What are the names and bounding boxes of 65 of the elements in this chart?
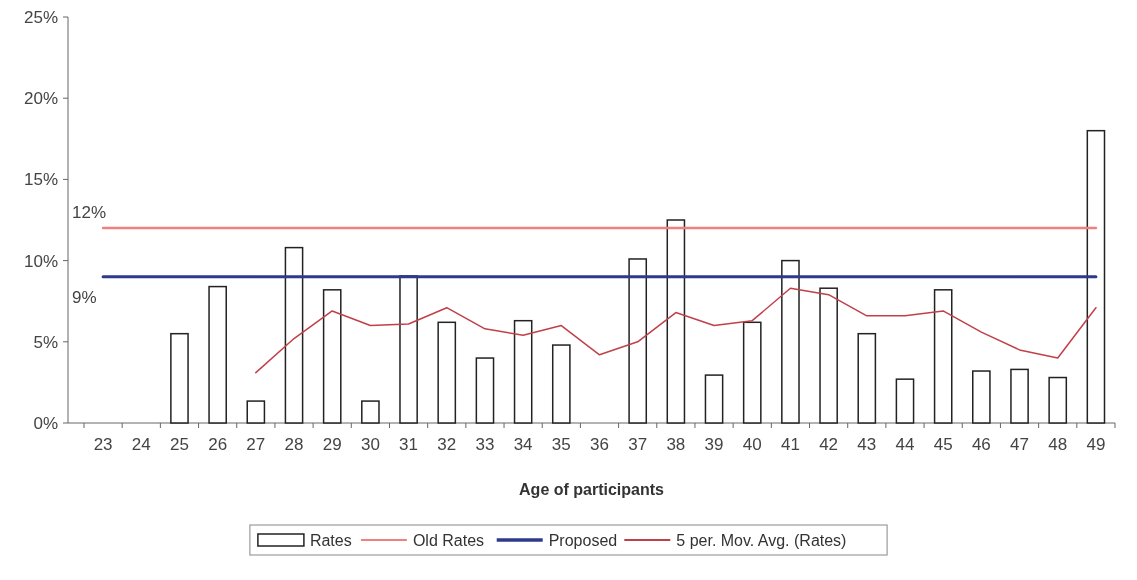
legend-label: Rates xyxy=(309,531,352,549)
bar xyxy=(857,332,877,424)
bar xyxy=(284,246,304,424)
bar xyxy=(399,275,418,424)
bar xyxy=(475,357,495,424)
x-tick-label: 40 xyxy=(742,435,762,454)
x-tick-label: 33 xyxy=(475,435,495,454)
x-tick-label: 26 xyxy=(208,435,228,454)
bar xyxy=(170,332,189,424)
bar xyxy=(781,259,800,424)
bar xyxy=(704,374,724,424)
legend-label: Old Rates xyxy=(412,531,485,549)
bar xyxy=(322,289,342,424)
x-tick-label: 46 xyxy=(971,435,991,454)
bar xyxy=(628,258,648,424)
x-axis-title: Age of participants xyxy=(519,481,665,498)
annotation: 12% xyxy=(72,203,107,223)
bar xyxy=(437,321,457,424)
line-series xyxy=(255,287,1097,374)
x-tick-label: 43 xyxy=(857,435,877,454)
x-tick-label: 29 xyxy=(322,435,342,454)
y-tick-label: 20% xyxy=(23,89,58,109)
x-tick-label: 31 xyxy=(399,435,419,454)
bar xyxy=(819,287,838,424)
bar xyxy=(1010,368,1029,424)
x-tick-label: 25 xyxy=(170,435,189,454)
bar xyxy=(361,400,380,424)
bar xyxy=(551,344,571,424)
bar xyxy=(933,289,953,424)
legend-label: 5 per. Mov. Avg. (Rates) xyxy=(676,531,847,549)
x-tick-label: 36 xyxy=(590,435,609,454)
x-tick-label: 28 xyxy=(284,435,304,454)
annotation: 9% xyxy=(72,287,97,307)
x-tick-label: 49 xyxy=(1086,435,1106,454)
x-tick-label: 23 xyxy=(93,435,113,454)
x-tick-label: 35 xyxy=(551,435,571,454)
x-tick-label: 30 xyxy=(360,435,380,454)
x-tick-label: 32 xyxy=(437,435,457,454)
bar xyxy=(1086,129,1106,424)
x-tick-label: 37 xyxy=(628,435,648,454)
x-tick-label: 47 xyxy=(1010,435,1029,454)
y-tick-label: 15% xyxy=(23,170,58,190)
x-tick-label: 39 xyxy=(704,435,724,454)
x-tick-label: 38 xyxy=(666,435,686,454)
x-tick-label: 34 xyxy=(513,435,533,454)
bar xyxy=(1048,376,1068,424)
y-tick-label: 0% xyxy=(33,413,58,433)
x-tick-label: 45 xyxy=(933,435,953,454)
x-tick-label: 48 xyxy=(1048,435,1068,454)
x-tick-label: 44 xyxy=(895,435,915,454)
bar xyxy=(208,285,227,424)
bar xyxy=(246,400,266,424)
x-tick-label: 24 xyxy=(131,435,151,454)
x-tick-label: 27 xyxy=(246,435,266,454)
y-tick-label: 25% xyxy=(23,7,58,27)
bar xyxy=(742,321,762,424)
x-tick-label: 41 xyxy=(780,435,800,454)
y-tick-label: 5% xyxy=(33,332,58,352)
bar xyxy=(895,378,915,424)
bar xyxy=(972,370,991,424)
legend-label: Proposed xyxy=(548,531,618,549)
bar xyxy=(513,319,533,424)
y-tick-label: 10% xyxy=(23,251,58,271)
x-tick-label: 42 xyxy=(819,435,839,454)
bar xyxy=(666,219,686,424)
